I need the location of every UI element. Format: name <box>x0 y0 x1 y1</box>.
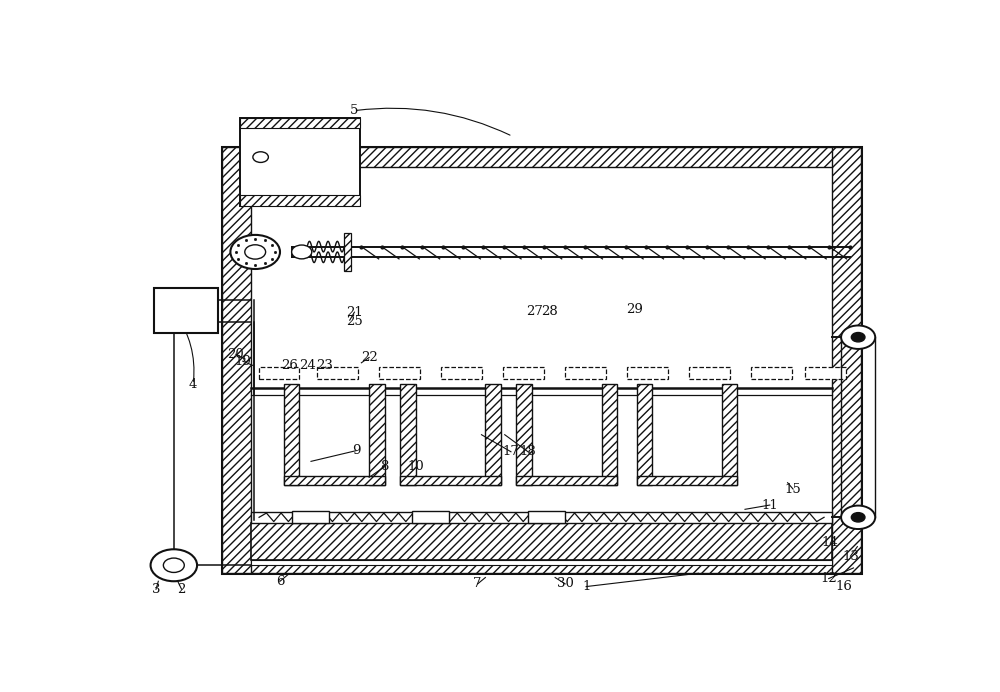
Text: 24: 24 <box>299 359 316 372</box>
Bar <box>602 384 617 485</box>
Text: 6: 6 <box>276 575 284 588</box>
Bar <box>251 560 832 565</box>
Bar <box>528 511 565 522</box>
Text: 16: 16 <box>836 580 853 593</box>
Text: 25: 25 <box>346 316 363 328</box>
Text: 27: 27 <box>526 304 543 318</box>
Bar <box>400 384 416 485</box>
Bar <box>832 147 861 573</box>
Bar <box>317 367 358 379</box>
Bar <box>222 147 861 167</box>
Text: 7: 7 <box>473 577 482 590</box>
Text: 9: 9 <box>352 444 360 457</box>
Text: 23: 23 <box>317 359 333 372</box>
Bar <box>805 367 846 379</box>
Bar <box>412 511 449 522</box>
Bar <box>379 367 420 379</box>
Text: 29: 29 <box>627 303 643 316</box>
Circle shape <box>245 245 266 259</box>
Bar <box>516 475 617 485</box>
Bar <box>722 384 737 485</box>
Bar <box>637 475 737 485</box>
Text: 20: 20 <box>227 348 244 361</box>
Bar <box>485 384 501 485</box>
Text: 21: 21 <box>346 306 363 318</box>
Text: 18: 18 <box>520 445 536 458</box>
Circle shape <box>151 549 197 581</box>
Bar <box>240 118 360 128</box>
Bar <box>154 288 218 334</box>
Text: 8: 8 <box>380 460 389 473</box>
Bar <box>565 367 606 379</box>
Circle shape <box>292 245 312 259</box>
Text: 4: 4 <box>189 378 197 390</box>
Circle shape <box>230 235 280 269</box>
Bar <box>284 384 299 485</box>
Bar <box>344 233 351 271</box>
Text: 3: 3 <box>152 583 160 596</box>
Bar <box>240 195 360 206</box>
Bar <box>627 367 668 379</box>
Bar <box>259 367 299 379</box>
Circle shape <box>841 325 875 349</box>
Text: 14: 14 <box>822 536 839 549</box>
Bar <box>441 367 482 379</box>
Text: 10: 10 <box>407 460 424 473</box>
Text: 12: 12 <box>820 572 837 585</box>
Circle shape <box>851 333 865 342</box>
Text: 15: 15 <box>785 482 801 495</box>
Bar <box>689 367 730 379</box>
Text: 5: 5 <box>349 104 358 117</box>
Text: 30: 30 <box>557 577 574 590</box>
Bar <box>222 147 861 573</box>
Bar <box>637 384 652 485</box>
Text: 22: 22 <box>361 351 378 364</box>
Bar <box>251 512 832 522</box>
Bar <box>222 553 861 573</box>
Circle shape <box>851 513 865 522</box>
Text: 1: 1 <box>582 580 590 593</box>
Circle shape <box>253 152 268 163</box>
Text: 17: 17 <box>503 445 519 458</box>
Bar <box>400 475 501 485</box>
Bar <box>240 118 360 206</box>
Circle shape <box>841 506 875 529</box>
Bar <box>503 367 544 379</box>
Text: 2: 2 <box>177 583 186 596</box>
Bar <box>284 475 385 485</box>
Bar <box>516 384 532 485</box>
Text: 28: 28 <box>541 304 558 318</box>
Text: 26: 26 <box>281 359 298 372</box>
Bar <box>251 522 832 560</box>
Circle shape <box>163 558 184 572</box>
Text: 19: 19 <box>234 355 251 367</box>
Bar <box>369 384 385 485</box>
Bar <box>292 511 329 522</box>
Text: 13: 13 <box>842 549 859 563</box>
Bar <box>222 147 251 573</box>
Text: 11: 11 <box>761 498 778 511</box>
Bar <box>751 367 792 379</box>
